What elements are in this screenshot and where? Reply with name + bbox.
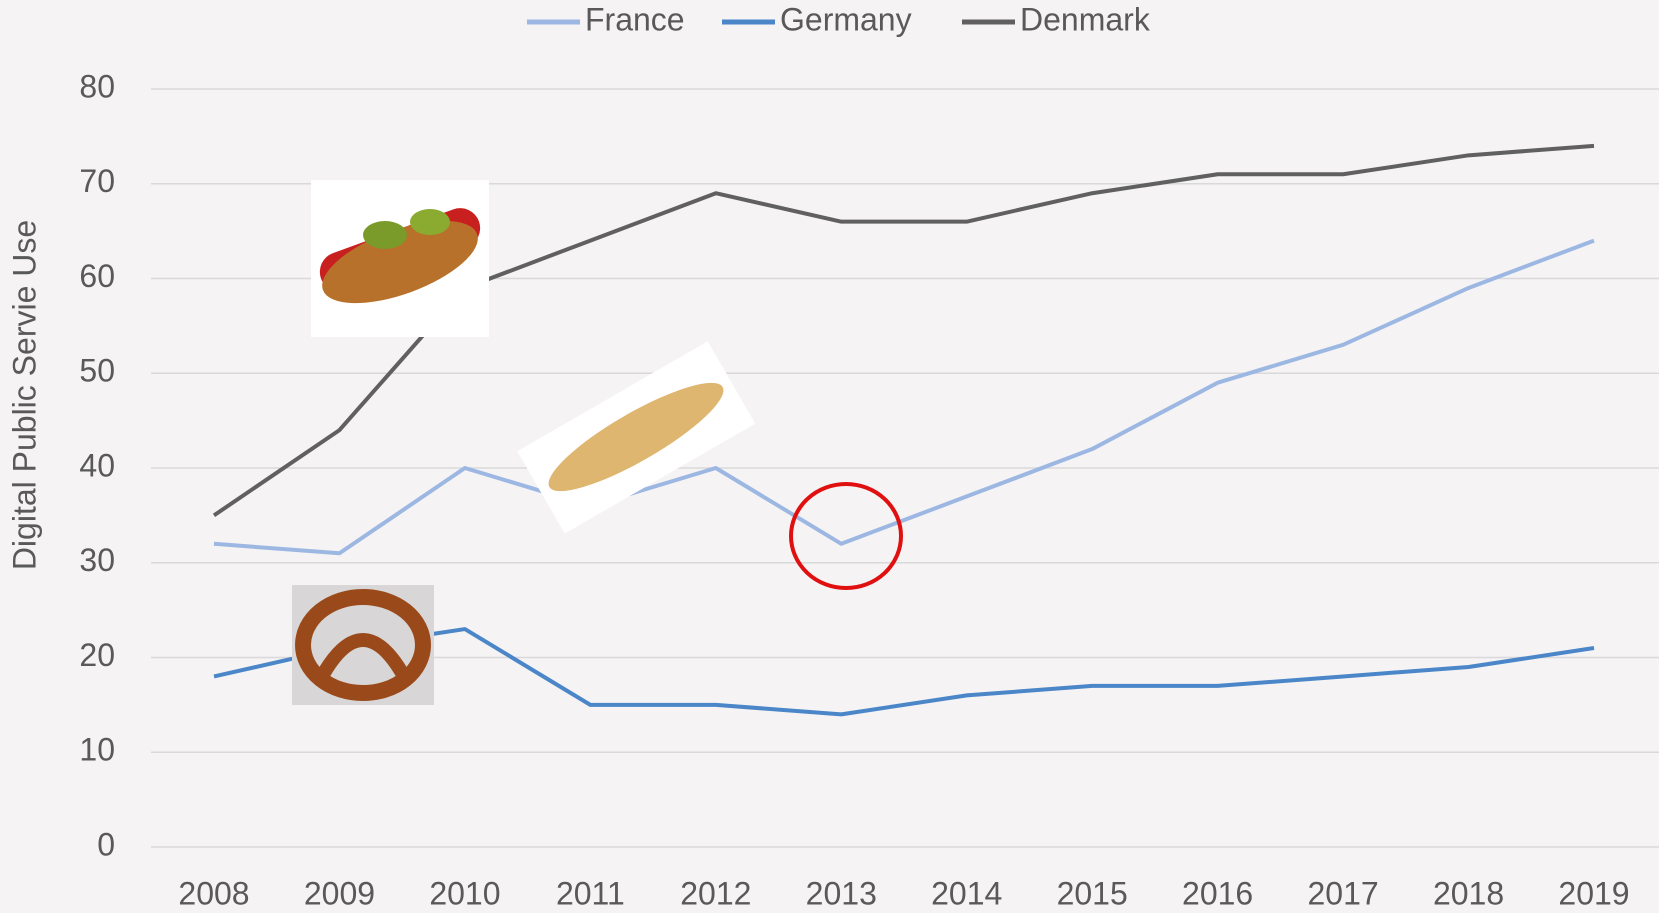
legend-label: Germany — [780, 1, 912, 37]
x-tick-label: 2015 — [1057, 875, 1128, 911]
x-tick-label: 2016 — [1182, 875, 1253, 911]
y-tick-label: 50 — [79, 353, 115, 389]
y-tick-label: 10 — [79, 732, 115, 768]
x-tick-label: 2010 — [429, 875, 500, 911]
hot-dog-picture — [311, 180, 489, 337]
y-tick-label: 20 — [79, 637, 115, 673]
highlight-circle — [789, 482, 903, 590]
y-tick-label: 60 — [79, 258, 115, 294]
y-tick-label: 40 — [79, 447, 115, 483]
pretzel-picture — [292, 585, 434, 705]
baguette-picture — [517, 341, 756, 534]
x-tick-label: 2011 — [556, 875, 625, 911]
x-tick-label: 2014 — [931, 875, 1002, 911]
x-tick-label: 2012 — [680, 875, 751, 911]
y-tick-label: 30 — [79, 542, 115, 578]
data-line — [213, 238, 1595, 556]
x-tick-label: 2008 — [178, 875, 249, 911]
x-tick-label: 2017 — [1307, 875, 1378, 911]
data-line — [213, 627, 1595, 717]
legend-label: Denmark — [1020, 1, 1151, 37]
x-tick-label: 2009 — [304, 875, 375, 911]
y-axis-title: Digital Public Servie Use — [6, 220, 42, 570]
x-tick-label: 2013 — [806, 875, 877, 911]
x-tick-label: 2019 — [1558, 875, 1629, 911]
y-tick-label: 70 — [79, 163, 115, 199]
y-tick-label: 80 — [79, 68, 115, 104]
y-tick-label: 0 — [97, 826, 115, 862]
x-tick-label: 2018 — [1433, 875, 1504, 911]
legend-label: France — [585, 1, 685, 37]
